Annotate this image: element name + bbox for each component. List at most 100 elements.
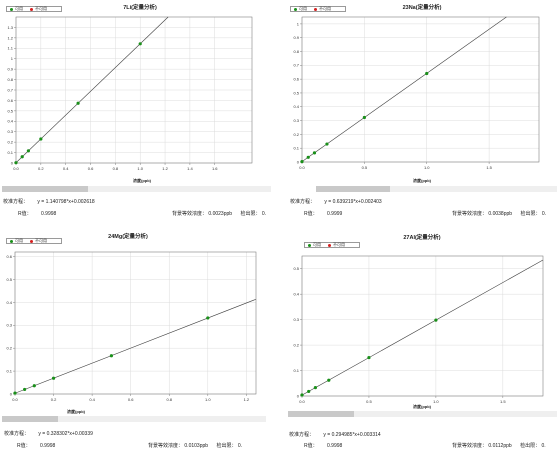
x-tick-label: 0.4: [89, 397, 95, 402]
bec-row: 背景等效浓度： 0.0038ppb 检出限： 0.: [452, 210, 546, 217]
x-tick-label: 0.4: [63, 166, 69, 171]
y-tick-label: 0.5: [293, 266, 299, 271]
y-tick-label: 0.4: [7, 119, 13, 124]
x-tick-label: 1.2: [244, 397, 250, 402]
dl-label: 检出限：: [240, 211, 261, 217]
horizontal-scrollbar[interactable]: [316, 186, 557, 192]
equation-label: 校准方程：: [289, 432, 315, 438]
usable-dot-icon: [294, 7, 297, 11]
x-tick-label: 1.5: [486, 165, 492, 170]
y-tick-label: 0.6: [6, 254, 12, 259]
scrollbar-thumb[interactable]: [2, 186, 88, 192]
usable-dot-icon: [10, 7, 13, 11]
plot-frame: [301, 255, 544, 397]
data-point: [307, 389, 311, 394]
r-value-row: R值： 0.9999: [304, 210, 342, 217]
y-tick-label: 0.2: [6, 346, 12, 351]
y-tick-label: 0: [297, 393, 300, 398]
r-value-row: R值： 0.9998: [17, 442, 55, 449]
y-tick-label: 0.2: [7, 140, 13, 145]
x-tick-label: 1.2: [162, 166, 168, 171]
x-tick-label: 0.2: [51, 397, 57, 402]
chart-title: 27Al(定量分析): [403, 235, 441, 241]
legend: 可用 不可用: [304, 242, 360, 248]
data-point: [306, 155, 310, 159]
x-tick-label: 0.8: [166, 397, 172, 402]
x-axis-label: 浓度(ppb): [67, 409, 85, 414]
data-point: [325, 142, 329, 146]
scrollbar-thumb[interactable]: [316, 186, 390, 192]
legend-usable-label: 可用: [299, 6, 307, 11]
data-point: [362, 115, 366, 120]
y-tick-label: 0: [10, 391, 13, 396]
usable-dot-icon: [308, 243, 311, 247]
y-tick-label: 1.2: [7, 35, 13, 40]
y-tick-label: 0.4: [293, 104, 299, 109]
horizontal-scrollbar[interactable]: [2, 416, 266, 422]
data-point: [425, 71, 429, 76]
y-tick-label: 0.1: [6, 368, 12, 373]
x-tick-label: 1.5: [500, 399, 506, 404]
horizontal-scrollbar[interactable]: [2, 186, 271, 192]
data-point: [138, 42, 142, 46]
y-tick-label: 0: [297, 159, 300, 164]
data-point: [26, 149, 31, 153]
y-tick-label: 1.3: [7, 25, 13, 30]
scrollbar-thumb[interactable]: [288, 411, 354, 417]
bec-value: 0.0112ppb: [488, 443, 512, 449]
legend-unusable-label: 不可用: [319, 6, 331, 11]
r-value: 0.9999: [327, 211, 343, 217]
legend: 可用 不可用: [290, 6, 346, 12]
legend-unusable-label: 不可用: [35, 6, 47, 11]
y-tick-label: 0.5: [293, 90, 299, 95]
equation-row: 校准方程： y = 0.294985*x+0.003314: [289, 431, 381, 438]
y-tick-label: 0.1: [7, 150, 13, 155]
bec-label: 背景等效浓度：: [452, 443, 488, 449]
data-point: [300, 393, 304, 397]
bec-label: 背景等效浓度：: [452, 211, 488, 217]
horizontal-scrollbar[interactable]: [288, 411, 557, 417]
x-tick-label: 0.6: [88, 166, 94, 171]
chart-title: 23Na(定量分析): [402, 5, 442, 11]
y-tick-label: 0: [11, 160, 14, 165]
y-tick-label: 0.8: [293, 49, 299, 54]
y-tick-label: 0.2: [293, 132, 299, 137]
y-tick-label: 0.5: [6, 277, 12, 282]
x-tick-label: 1.4: [187, 166, 193, 171]
data-point: [206, 316, 210, 320]
calibration-panel-7li: 可用 不可用 7Li(定量分析) 0.0 0.2 0.4 0.6 0.8 1.0 1.2 1.…: [0, 0, 273, 225]
legend: 可用 不可用: [6, 6, 62, 12]
r-value-label: R值：: [17, 443, 31, 449]
legend-item-unusable: 不可用: [30, 7, 47, 11]
legend-item-usable: 可用: [10, 239, 23, 243]
bec-value: 0.0103ppb: [184, 443, 209, 449]
y-tick-label: 0.4: [293, 292, 299, 297]
r-value: 0.9998: [40, 443, 56, 449]
y-tick-label: 0.1: [293, 368, 299, 373]
r-value-label: R值：: [18, 211, 32, 217]
x-tick-label: 1.0: [433, 399, 439, 404]
bec-row: 背景等效浓度： 0.0023ppb 检出限： 0.: [172, 210, 266, 217]
y-tick-label: 0.7: [7, 87, 13, 92]
y-tick-label: 0.2: [293, 342, 299, 347]
scrollbar-thumb[interactable]: [2, 416, 58, 422]
data-point: [434, 318, 438, 322]
bec-value: 0.0023ppb: [208, 211, 233, 217]
bec-value: 0.0038ppb: [488, 211, 513, 217]
x-tick-label: 1.0: [424, 165, 430, 170]
chart-title: 24Mg(定量分析): [108, 234, 148, 240]
equation-value: y = 1.140798*x+0.002618: [37, 199, 95, 205]
fit-line: [14, 298, 257, 394]
equation-value: y = 0.294985*x+0.003314: [323, 432, 381, 438]
data-point: [109, 354, 113, 358]
plot-frame: [14, 251, 257, 395]
unusable-dot-icon: [30, 239, 33, 243]
legend-usable-label: 可用: [313, 242, 321, 247]
y-tick-label: 0.9: [293, 35, 299, 40]
data-point: [76, 101, 80, 105]
y-tick-label: 0.9: [7, 67, 13, 72]
data-point: [312, 151, 317, 155]
equation-label: 校准方程：: [4, 431, 30, 437]
equation-row: 校准方程： y = 1.140798*x+0.002618: [3, 198, 95, 205]
chart-title: 7Li(定量分析): [123, 5, 157, 11]
